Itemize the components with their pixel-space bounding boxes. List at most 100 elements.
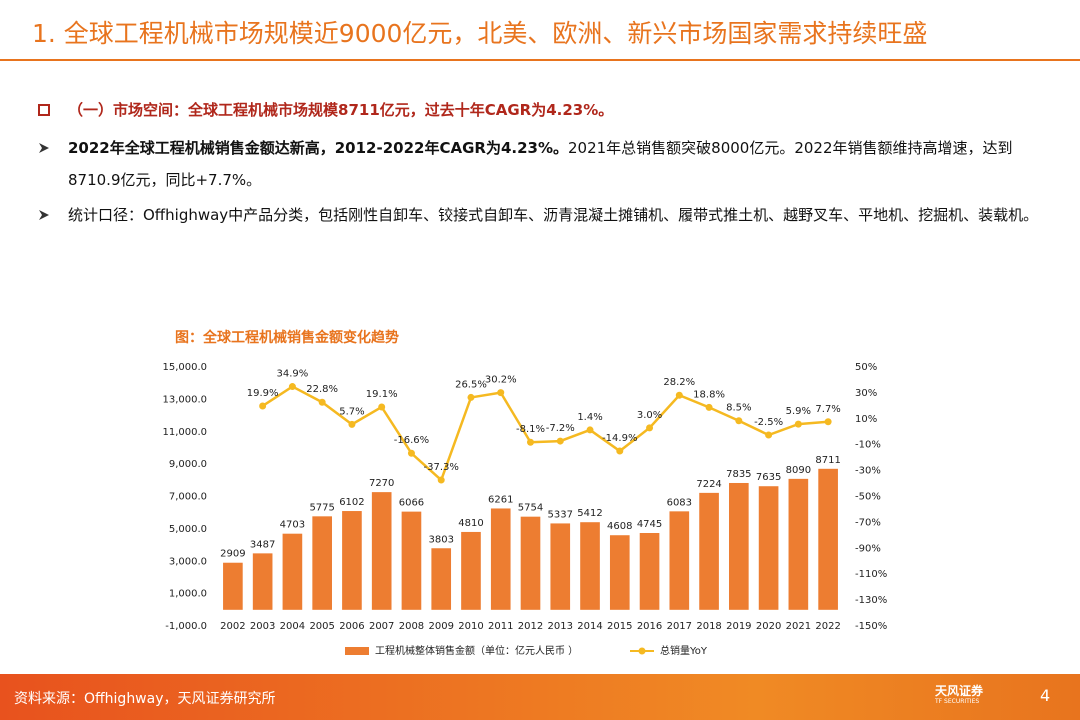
line-value-label: 22.8%: [306, 384, 338, 395]
y2-tick-label: -110%: [855, 569, 887, 580]
bar: [401, 511, 422, 610]
bar-value-label: 8090: [786, 465, 811, 476]
line-marker: [646, 424, 654, 432]
bullet-arrow: [39, 143, 49, 153]
bar: [788, 478, 809, 610]
slide-title: 1. 全球工程机械市场规模近9000亿元，北美、欧洲、新兴市场国家需求持续旺盛: [32, 19, 928, 48]
x-tick-label: 2021: [786, 621, 811, 632]
y2-tick-label: 10%: [855, 414, 877, 425]
line-value-label: 19.9%: [247, 388, 279, 399]
bar-value-label: 8711: [815, 455, 840, 466]
line-value-label: 8.5%: [726, 403, 751, 414]
bar-value-label: 4703: [280, 520, 305, 531]
bullet: （一）市场空间：全球工程机械市场规模8711亿元，过去十年CAGR为4.23%。: [68, 94, 1043, 126]
x-tick-label: 2022: [815, 621, 840, 632]
bullet-text: 统计口径：Offhighway中产品分类，包括刚性自卸车、铰接式自卸车、沥青混凝…: [68, 206, 1039, 224]
y2-tick-label: -30%: [855, 466, 881, 477]
line-marker: [765, 431, 773, 439]
line-marker: [407, 449, 415, 457]
bar: [371, 492, 392, 610]
line-marker: [259, 402, 267, 410]
bar-value-label: 5775: [309, 502, 334, 513]
line-marker: [437, 476, 445, 484]
line-value-label: -2.5%: [754, 417, 783, 428]
bar: [461, 531, 481, 610]
line-marker: [288, 383, 296, 391]
line-marker: [586, 426, 594, 434]
y-tick-label: 11,000.0: [162, 427, 207, 438]
bar: [520, 516, 541, 610]
y2-tick-label: -90%: [855, 543, 881, 554]
y-tick-label: 13,000.0: [162, 394, 207, 405]
bullet-text: （一）市场空间：全球工程机械市场规模8711亿元，过去十年CAGR为4.23%。: [68, 101, 614, 119]
line-value-label: 3.0%: [637, 410, 662, 421]
line-value-label: 1.4%: [577, 412, 602, 423]
bar: [609, 535, 630, 610]
bar: [342, 511, 362, 610]
bar-value-label: 3803: [428, 534, 453, 545]
bullet-square: [38, 104, 50, 116]
line-value-label: -8.1%: [516, 424, 545, 435]
bar-value-label: 2909: [220, 549, 245, 560]
y2-tick-label: 50%: [855, 362, 877, 373]
source: 资料来源：Offhighway，天风证券研究所: [14, 691, 276, 707]
x-tick-label: 2009: [428, 621, 453, 632]
y-tick-label: 15,000.0: [162, 362, 207, 373]
bar-value-label: 5754: [518, 503, 543, 514]
y-tick-label: 9,000.0: [169, 459, 207, 470]
bar: [669, 511, 690, 610]
line-value-label: -7.2%: [546, 423, 575, 434]
line-marker: [497, 389, 505, 397]
line-marker: [527, 438, 534, 446]
logo-sub: TF SECURITIES: [935, 698, 980, 705]
x-tick-label: 2004: [280, 621, 305, 632]
line-marker: [467, 393, 475, 401]
bar: [431, 548, 452, 610]
line-value-label: 18.8%: [693, 389, 725, 400]
bullet: 统计口径：Offhighway中产品分类，包括刚性自卸车、铰接式自卸车、沥青混凝…: [68, 199, 1043, 231]
line-marker: [378, 403, 386, 411]
bullet: 2022年全球工程机械销售金额达新高，2012-2022年CAGR为4.23%。…: [68, 132, 1043, 196]
logo: 天风证券: [935, 684, 984, 698]
line-marker: [318, 398, 326, 406]
bar-value-label: 3487: [250, 539, 275, 550]
x-tick-label: 2006: [339, 621, 364, 632]
bullet-arrow: [39, 210, 49, 220]
y2-tick-label: -10%: [855, 440, 881, 451]
y2-tick-label: 30%: [855, 388, 877, 399]
bar-value-label: 7635: [756, 472, 781, 483]
bar: [580, 522, 600, 610]
bar-value-label: 7835: [726, 469, 751, 480]
x-tick-label: 2011: [488, 621, 513, 632]
line-marker: [556, 437, 564, 445]
x-tick-label: 2007: [369, 621, 394, 632]
y-tick-label: -1,000.0: [165, 621, 207, 632]
bar: [282, 533, 303, 610]
bar-value-label: 6261: [488, 494, 513, 505]
bar: [639, 533, 660, 610]
bar: [550, 523, 571, 610]
x-tick-label: 2014: [577, 621, 602, 632]
legend-swatch: [638, 647, 646, 655]
footer: 资料来源：Offhighway，天风证券研究所 天风证券 TF SECURITI…: [0, 674, 1080, 720]
x-tick-label: 2017: [667, 621, 692, 632]
y2-tick-label: -150%: [855, 621, 887, 632]
x-tick-label: 2005: [309, 621, 334, 632]
y2-tick-label: -130%: [855, 595, 887, 606]
page-number: 4: [1040, 686, 1051, 705]
line-marker: [794, 420, 802, 428]
bar-value-label: 4608: [607, 521, 632, 532]
y-tick-label: 7,000.0: [169, 492, 207, 503]
line-marker: [705, 403, 713, 411]
line-value-label: 28.2%: [663, 377, 695, 388]
x-tick-label: 2012: [518, 621, 543, 632]
bar: [758, 486, 779, 610]
x-tick-label: 2002: [220, 621, 245, 632]
x-tick-label: 2019: [726, 621, 751, 632]
chart-title: 图：全球工程机械销售金额变化趋势: [175, 329, 399, 346]
bar-value-label: 7224: [696, 479, 721, 490]
legend-label: 工程机械整体销售金额（单位：亿元人民币 ）: [375, 644, 578, 657]
legend-label: 总销量YoY: [660, 644, 708, 657]
